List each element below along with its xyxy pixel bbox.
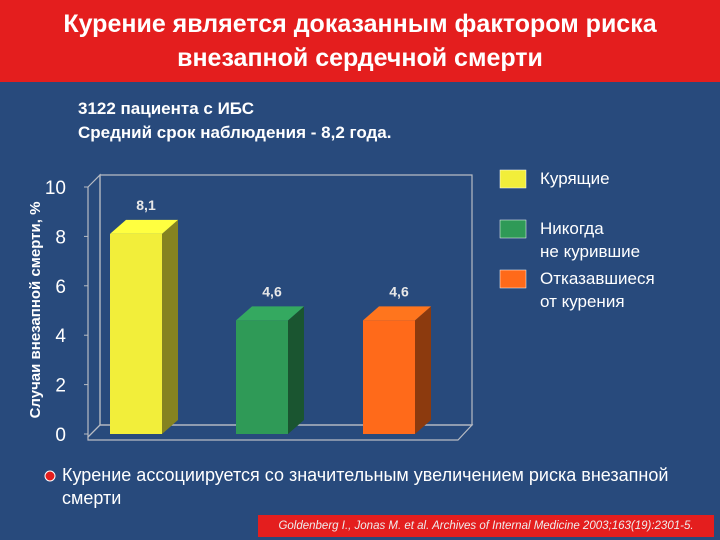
bar <box>363 306 431 434</box>
source: Goldenberg I., Jonas M. et al. Archives … <box>258 515 714 537</box>
y-axis-label: Случаи внезапной смерти, % <box>27 202 44 419</box>
side-wall <box>87 173 101 439</box>
legend-label: Никогда не курившие <box>540 219 640 261</box>
subtitle: Средний срок наблюдения - 8,2 года. <box>78 123 391 142</box>
bar-top <box>363 306 431 321</box>
legend-line: Никогда <box>540 219 608 238</box>
bar-front <box>110 233 162 434</box>
y-tick-label: 0 <box>55 425 66 446</box>
legend-label: Курящие <box>540 169 610 188</box>
bar-top <box>110 219 178 234</box>
y-tick-label: 8 <box>55 227 66 248</box>
bar-front <box>236 320 288 434</box>
bar-side <box>288 306 304 434</box>
value-label: 4,6 <box>262 283 282 299</box>
chart-title: Курение является доказанным фактором рис… <box>63 10 657 38</box>
legend-label: Отказавшиеся от курения <box>540 269 659 311</box>
legend-line: от курения <box>540 292 625 311</box>
bar-front <box>363 320 415 434</box>
y-tick-label: 4 <box>55 326 66 347</box>
subtitle: 3122 пациента с ИБС <box>78 99 254 118</box>
legend-swatch <box>499 169 527 189</box>
legend-line: не курившие <box>540 242 640 261</box>
legend-line: Отказавшиеся <box>540 269 659 288</box>
legend-line: Курящие <box>540 169 610 188</box>
chart-walls <box>87 173 474 441</box>
note: Курение ассоциируется со значительным ув… <box>62 465 669 508</box>
title-band <box>0 0 720 82</box>
y-tick-label: 6 <box>55 277 66 298</box>
bar <box>110 219 178 434</box>
legend-swatch <box>499 219 527 239</box>
floor <box>87 424 474 441</box>
bullet <box>44 470 56 482</box>
legend-swatch <box>499 269 527 289</box>
y-tick-label: 10 <box>45 178 66 199</box>
chart-title: внезапной сердечной смерти <box>177 44 543 72</box>
bar-top <box>236 306 304 321</box>
bar <box>236 306 304 434</box>
value-label: 4,6 <box>389 283 409 299</box>
value-label: 8,1 <box>136 197 156 213</box>
bar-side <box>415 306 431 434</box>
bar-side <box>162 219 178 434</box>
y-tick-label: 2 <box>55 376 66 397</box>
